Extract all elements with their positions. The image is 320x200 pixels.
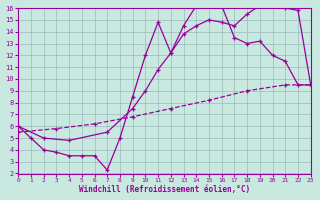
- X-axis label: Windchill (Refroidissement éolien,°C): Windchill (Refroidissement éolien,°C): [79, 185, 250, 194]
